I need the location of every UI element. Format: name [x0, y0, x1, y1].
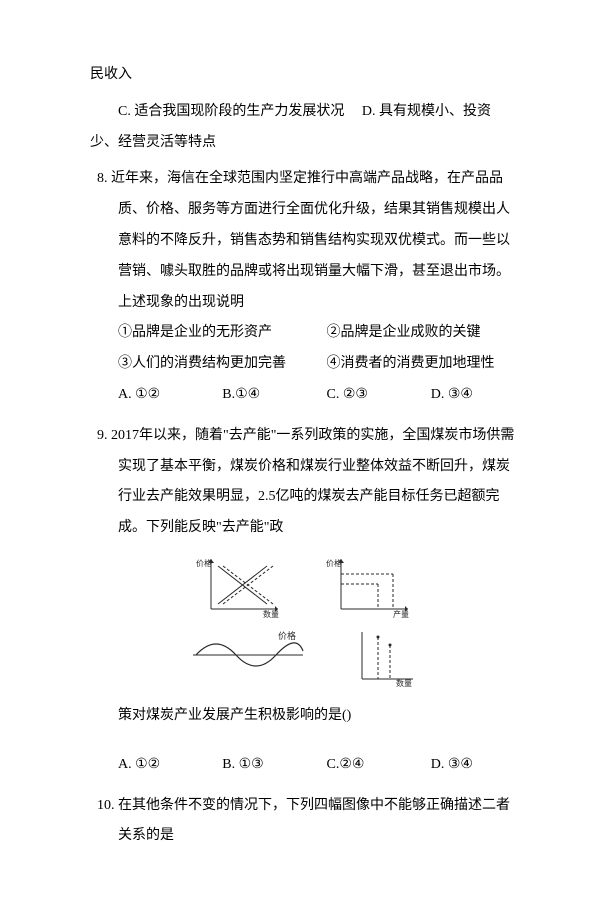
diagram-price-output-icon: 价格 产量: [323, 554, 413, 619]
q9-tail-text: 策对煤炭产业发展产生积极影响的是(): [118, 708, 351, 723]
q7-opt-c: C. 适合我国现阶段的生产力发展状况: [118, 104, 344, 119]
spacer: [90, 732, 515, 750]
q8-opt-a: A. ①②: [118, 380, 202, 411]
q8-opt-c: C. ②③: [327, 380, 411, 411]
d4-xlabel: 数量: [396, 678, 412, 687]
d1-xlabel: 数量: [263, 609, 279, 619]
q9-diagram-row2: 价格 数量: [188, 627, 418, 687]
q9-tail: 策对煤炭产业发展产生积极影响的是(): [118, 701, 515, 732]
d1-ylabel: 价格: [196, 558, 212, 568]
question-9: 9. 2017年以来，随着"去产能"一系列政策的实施，全国煤炭市场供需实现了基本…: [90, 421, 515, 781]
question-10: 10. 在其他条件不变的情况下，下列四幅图像中不能够正确描述二者关系的是: [90, 791, 515, 853]
q8-statements-row1: ①品牌是企业的无形资产 ②品牌是企业成败的关键: [118, 318, 515, 349]
frag-text: 民收入: [90, 67, 132, 82]
q9-opt-c: C.②④: [327, 750, 411, 781]
q8-opt-b: B.①④: [222, 380, 306, 411]
q9-number: 9.: [97, 428, 108, 443]
q10-stem-text: 在其他条件不变的情况下，下列四幅图像中不能够正确描述二者关系的是: [118, 798, 510, 844]
d3-label: 价格: [278, 630, 296, 641]
q8-s3: ③人们的消费结构更加完善: [118, 349, 307, 380]
q8-s2: ②品牌是企业成败的关键: [327, 318, 516, 349]
d2-xlabel: 产量: [393, 609, 409, 619]
q10-number: 10.: [97, 798, 115, 813]
q9-stem-text: 2017年以来，随着"去产能"一系列政策的实施，全国煤炭市场供需实现了基本平衡，…: [111, 428, 514, 535]
q8-s4: ④消费者的消费更加地理性: [327, 349, 516, 380]
q9-diagrams: 价格 数量 价格 产量: [90, 554, 515, 687]
question-8: 8. 近年来，海信在全球范围内坚定推行中高端产品战略，在产品品质、价格、服务等方…: [90, 164, 515, 410]
q8-stem-text: 近年来，海信在全球范围内坚定推行中高端产品战略，在产品品质、价格、服务等方面进行…: [111, 171, 510, 309]
q10-stem: 10. 在其他条件不变的情况下，下列四幅图像中不能够正确描述二者关系的是: [90, 791, 515, 853]
q8-stem: 8. 近年来，海信在全球范围内坚定推行中高端产品战略，在产品品质、价格、服务等方…: [90, 164, 515, 318]
diagram-vertical-icon: 数量: [348, 627, 418, 687]
q8-statements-row2: ③人们的消费结构更加完善 ④消费者的消费更加地理性: [118, 349, 515, 380]
q8-options: A. ①② B.①④ C. ②③ D. ③④: [118, 380, 515, 411]
d2-ylabel: 价格: [326, 558, 342, 568]
q8-opt-d: D. ③④: [431, 380, 515, 411]
diagram-wave-icon: 价格: [188, 627, 308, 682]
q8-s1: ①品牌是企业的无形资产: [118, 318, 307, 349]
q9-opt-b: B. ①③: [222, 750, 306, 781]
q8-number: 8.: [97, 171, 108, 186]
q7-options-cd: C. 适合我国现阶段的生产力发展状况 D. 具有规模小、投资少、经营灵活等特点: [90, 97, 515, 159]
q9-diagram-row1: 价格 数量 价格 产量: [193, 554, 413, 619]
q9-opt-d: D. ③④: [431, 750, 515, 781]
q9-options: A. ①② B. ①③ C.②④ D. ③④: [118, 750, 515, 781]
q9-opt-a: A. ①②: [118, 750, 202, 781]
fragment-top: 民收入: [90, 60, 515, 91]
q9-stem: 9. 2017年以来，随着"去产能"一系列政策的实施，全国煤炭市场供需实现了基本…: [90, 421, 515, 544]
diagram-supply-demand-icon: 价格 数量: [193, 554, 283, 619]
